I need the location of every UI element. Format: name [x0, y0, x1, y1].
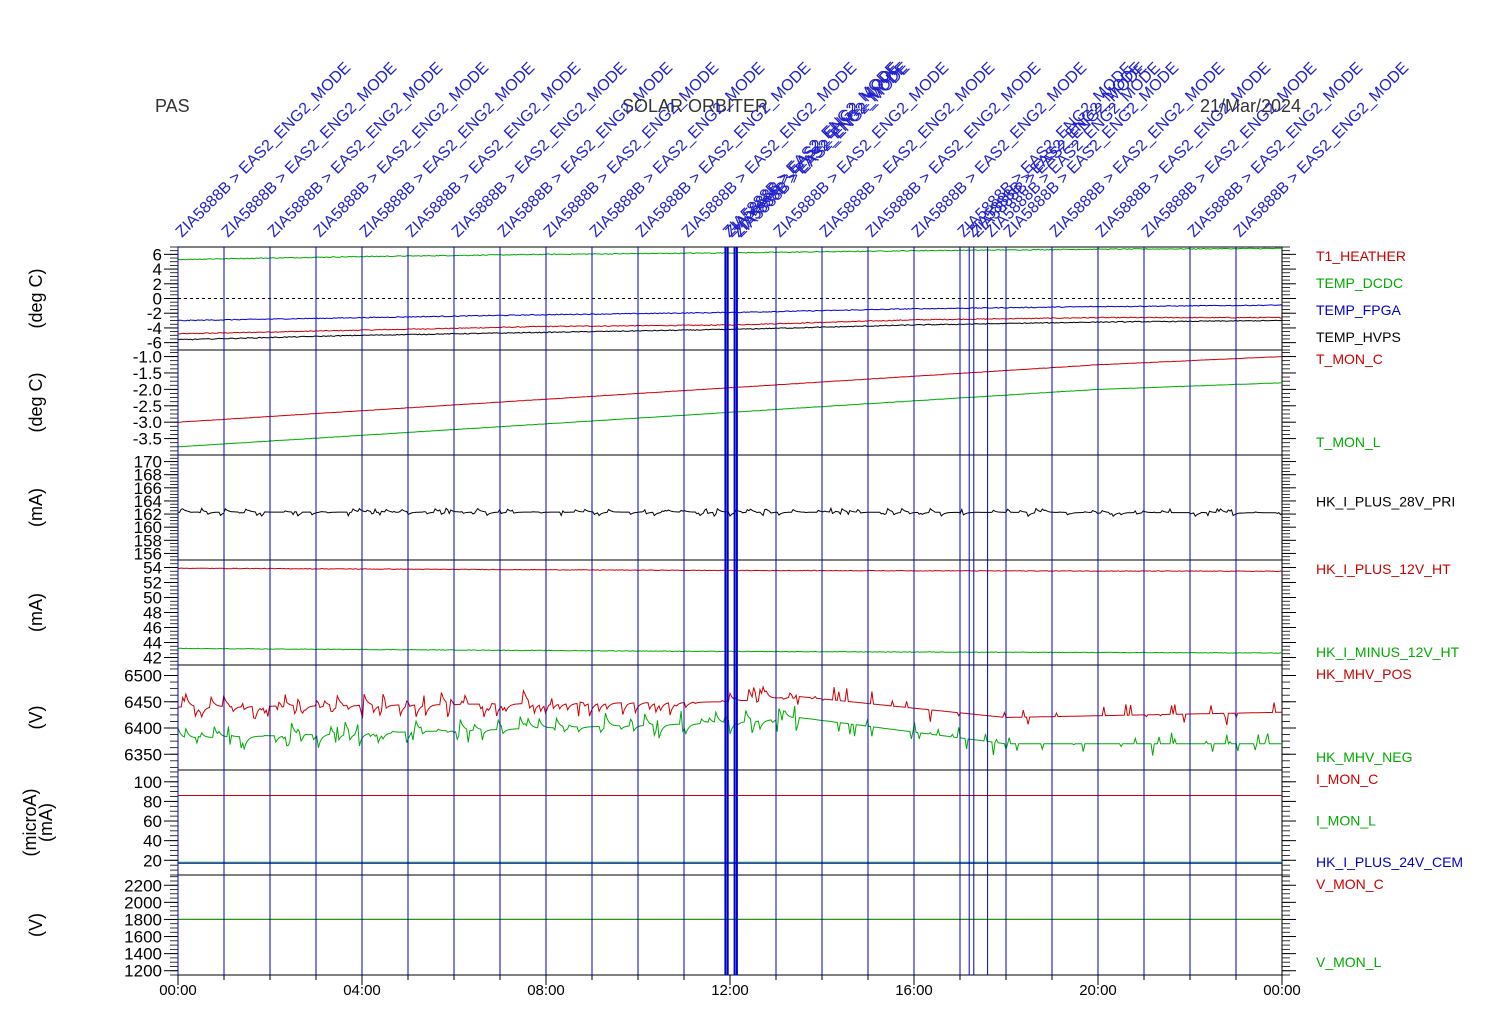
x-tick-label: 16:00	[895, 982, 933, 999]
y-tick-label: 160	[134, 518, 162, 537]
y-tick-label: 6350	[124, 745, 162, 764]
y-tick-label: 170	[134, 453, 162, 472]
y-tick-label: 1400	[124, 945, 162, 964]
series-label: HK_I_PLUS_24V_CEM	[1316, 854, 1463, 870]
panel-frame-monitor-voltage	[177, 874, 1283, 976]
y-tick-label: 100	[134, 773, 162, 792]
y-tick-label: 48	[143, 604, 162, 623]
y-tick-label: 6400	[124, 719, 162, 738]
x-tick-label: 00:00	[159, 982, 197, 999]
panel-frame-primary-current	[177, 454, 1283, 561]
series-label: HK_I_MINUS_12V_HT	[1316, 644, 1460, 660]
series-label: T_MON_L	[1316, 434, 1381, 450]
y-axis-label: (microA)	[20, 789, 40, 857]
y-tick-label: 1200	[124, 962, 162, 981]
y-tick-label: 80	[143, 792, 162, 811]
y-tick-label: 6	[153, 245, 162, 264]
y-tick-label: 6450	[124, 693, 162, 712]
series-line-hk-i-plus-28v-pri	[177, 506, 1283, 518]
series-line-hk-mhv-neg	[177, 705, 1282, 756]
series-label: I_MON_L	[1316, 813, 1376, 829]
series-label: TEMP_HVPS	[1316, 329, 1401, 345]
y-tick-label: 40	[143, 832, 162, 851]
series-line-t-mon-l	[177, 382, 1283, 448]
y-tick-label: 4	[153, 260, 162, 279]
series-label: HK_MHV_NEG	[1316, 749, 1412, 765]
y-tick-label: -2.5	[133, 397, 162, 416]
y-tick-label: 158	[134, 531, 162, 550]
panel-frame-monitor-temperature	[177, 349, 1283, 456]
y-tick-label: 46	[143, 619, 162, 638]
series-label: T1_HEATHER	[1316, 248, 1406, 264]
y-tick-label: 54	[143, 559, 162, 578]
date-label: 21/Mar/2024	[1200, 96, 1302, 116]
y-tick-label: -2.0	[133, 380, 162, 399]
series-label: HK_I_PLUS_28V_PRI	[1316, 493, 1455, 509]
y-tick-label: 156	[134, 544, 162, 563]
y-axis-label-secondary: (mA)	[36, 803, 56, 842]
y-axis-label: (mA)	[26, 488, 46, 527]
y-tick-label: -4	[147, 319, 162, 338]
y-tick-label: 2000	[124, 893, 162, 912]
y-tick-label: -1.0	[133, 348, 162, 367]
series-label: HK_I_PLUS_12V_HT	[1316, 561, 1451, 577]
y-tick-label: 2	[153, 275, 162, 294]
y-axis-label: (V)	[26, 913, 46, 937]
y-axis-label: (V)	[26, 706, 46, 730]
x-tick-label: 04:00	[343, 982, 381, 999]
y-axis-label: (deg C)	[26, 268, 46, 328]
y-tick-label: -6	[147, 334, 162, 353]
y-tick-label: 166	[134, 479, 162, 498]
y-tick-label: 0	[153, 290, 162, 309]
series-line-hk-mhv-pos	[178, 685, 1282, 726]
series-label: I_MON_C	[1316, 771, 1378, 787]
y-tick-label: 1600	[124, 928, 162, 947]
y-tick-label: 6500	[124, 667, 162, 686]
y-tick-label: 164	[134, 492, 162, 511]
y-tick-label: 60	[143, 812, 162, 831]
x-tick-label: 08:00	[527, 982, 565, 999]
x-tick-label: 12:00	[711, 982, 749, 999]
y-tick-label: 44	[143, 634, 162, 653]
y-tick-label: 2200	[124, 876, 162, 895]
mission-label: SOLAR ORBITER	[622, 96, 769, 116]
series-label: V_MON_C	[1316, 876, 1384, 892]
series-label: TEMP_DCDC	[1316, 275, 1403, 291]
y-axis-label: (deg C)	[26, 372, 46, 432]
x-tick-label: 00:00	[1263, 982, 1301, 999]
series-line-t1-heather	[177, 316, 1282, 335]
y-tick-label: -2	[147, 304, 162, 323]
series-line-hk-i-minus-12v-ht	[177, 647, 1283, 654]
y-tick-label: 168	[134, 466, 162, 485]
y-tick-label: -3.5	[133, 430, 162, 449]
y-tick-label: 20	[143, 851, 162, 870]
y-tick-label: 50	[143, 589, 162, 608]
y-tick-label: -3.0	[133, 413, 162, 432]
y-tick-label: 1800	[124, 910, 162, 929]
series-line-temp-dcdc	[178, 247, 1283, 261]
y-tick-label: 162	[134, 505, 162, 524]
series-line-temp-hvps	[177, 319, 1283, 341]
series-label: HK_MHV_POS	[1316, 666, 1412, 682]
instrument-label: PAS	[155, 96, 190, 116]
series-label: T_MON_C	[1316, 351, 1383, 367]
y-axis-label: (mA)	[26, 593, 46, 632]
panel-frame-high-voltage	[177, 664, 1283, 771]
series-label: TEMP_FPGA	[1316, 302, 1401, 318]
y-tick-label: 52	[143, 574, 162, 593]
series-label: V_MON_L	[1316, 954, 1382, 970]
y-tick-label: 42	[143, 649, 162, 668]
y-tick-label: -1.5	[133, 364, 162, 383]
x-tick-label: 20:00	[1079, 982, 1117, 999]
series-line-hk-i-plus-12v-ht	[177, 567, 1283, 573]
panel-frame-monitor-current	[177, 769, 1283, 876]
